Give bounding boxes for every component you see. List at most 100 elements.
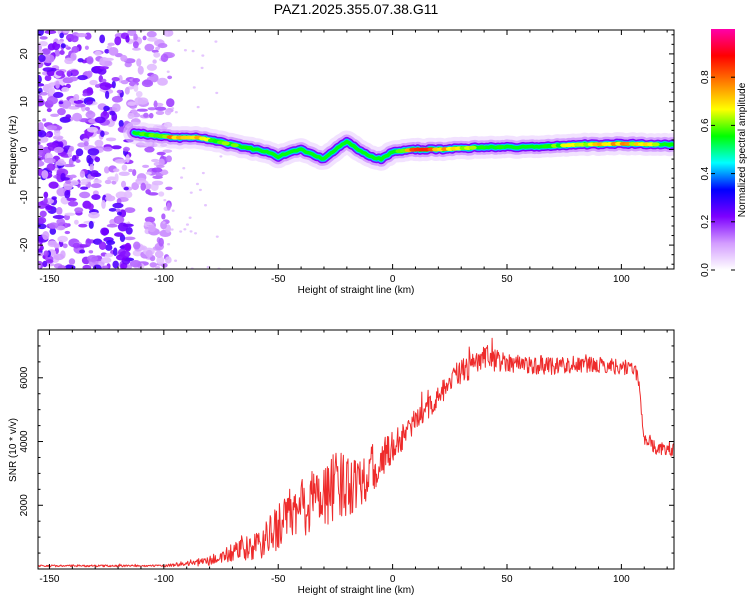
spectrogram-noise-cell xyxy=(43,191,49,199)
snr-x-tick-label: 100 xyxy=(613,574,630,585)
spectrogram-noise-cell xyxy=(123,236,136,241)
spectrogram-noise-cell xyxy=(45,205,53,210)
spectrogram-noise-cell xyxy=(86,154,92,164)
spectrogram-noise-cell xyxy=(147,224,156,233)
spectrogram-noise-cell xyxy=(53,243,61,249)
spectrogram-noise-cell xyxy=(219,155,223,158)
spectrogram-noise-cell xyxy=(200,66,204,70)
spectrogram-noise-cell xyxy=(63,163,76,168)
spectrogram-noise-cell xyxy=(157,43,168,49)
spectrogram-noise-cell xyxy=(98,241,107,250)
spectrogram-noise-cell xyxy=(38,141,41,145)
spectrogram-noise-cell xyxy=(104,60,113,67)
spectrogram-noise-cell xyxy=(113,215,125,225)
spectrogram-noise-cell xyxy=(143,221,153,226)
spectrogram-noise-cell xyxy=(116,211,122,216)
spectrogram-noise-cell xyxy=(146,63,158,71)
spectrogram-noise-cell xyxy=(83,141,89,147)
spectrogram-noise-cell xyxy=(55,70,65,76)
spectrogram-noise-cell xyxy=(177,39,181,42)
spectrogram-noise-cell xyxy=(39,36,48,40)
spectrogram-noise-cell xyxy=(87,148,100,156)
spectrogram-noise-cell xyxy=(157,77,168,86)
spectrogram-noise-cell xyxy=(38,156,44,162)
spectrogram-noise-cell xyxy=(192,86,196,89)
spectrogram-noise-cell xyxy=(158,237,164,247)
spectrogram-noise-cell xyxy=(38,136,49,143)
spectrogram-noise-cell xyxy=(38,252,44,257)
spectrogram-noise-cell xyxy=(154,250,164,259)
spectrogram-noise-cell xyxy=(123,146,130,152)
spectrogram-ridge-peak xyxy=(230,143,239,148)
spectrogram-noise-cell xyxy=(42,231,50,240)
spectrogram-noise-cell xyxy=(48,86,55,96)
spectrogram-noise-cell xyxy=(124,242,132,252)
spectrogram-noise-cell xyxy=(79,170,85,178)
spectrogram-noise-cell xyxy=(88,220,94,229)
spectrogram-noise-cell xyxy=(87,126,99,133)
spectrogram-noise-cell xyxy=(160,53,169,63)
spectrogram-ridge xyxy=(123,121,674,171)
spectrogram-noise-cell xyxy=(75,33,88,38)
spectrogram-noise-cell xyxy=(149,262,157,268)
spectrogram-noise-cell xyxy=(101,78,107,83)
spectrogram-noise-cell xyxy=(114,232,124,237)
spectrogram-noise-cell xyxy=(166,202,171,211)
spectrogram-noise-cell xyxy=(51,196,57,200)
spectrogram-noise-cell xyxy=(38,98,45,107)
spectrogram-noise-cell xyxy=(142,164,150,169)
spectrogram-noise-cell xyxy=(161,213,166,220)
spectrogram-noise-cell xyxy=(120,80,129,85)
spectrogram-noise-cell xyxy=(38,41,48,47)
spectrogram-noise-cell xyxy=(87,203,94,211)
spectrogram-noise-cell xyxy=(53,253,65,261)
spectrogram-noise-cell xyxy=(100,227,110,236)
spectrogram-noise-cell xyxy=(38,149,46,156)
spectrogram-noise-cell xyxy=(99,82,112,91)
spectrogram-noise-cell xyxy=(118,171,130,177)
colorbar-tick-label: 0.0 xyxy=(700,263,711,277)
spectrogram-noise-cell xyxy=(38,216,47,224)
spectrogram-noise-cell xyxy=(80,178,92,183)
spectrogram-noise-cell xyxy=(41,48,51,55)
spectrogram-noise-cell xyxy=(103,146,113,152)
spectrogram-noise-cell xyxy=(127,101,137,106)
snr-x-tick-label: -50 xyxy=(271,574,286,585)
spectrogram-noise-cell xyxy=(214,40,218,43)
spectrogram-noise-cell xyxy=(94,116,106,124)
spectrogram-noise-cell xyxy=(151,158,160,163)
spectrogram-noise-cell xyxy=(77,58,84,63)
spectrogram-noise-cell xyxy=(43,157,56,164)
spectrogram-noise-cell xyxy=(121,164,128,171)
spectrogram-noise-cell xyxy=(46,108,52,113)
spectrogram-noise-cell xyxy=(132,249,143,257)
spectrogram-noise-cell xyxy=(136,108,148,112)
spectrogram-noise-cell xyxy=(88,211,100,219)
snr-y-tick-label: 2000 xyxy=(19,494,30,517)
snr-y-axis: 2000 4000 6000 xyxy=(19,329,674,570)
spectrogram-noise-cell xyxy=(107,176,117,181)
spectrogram-noise-cell xyxy=(53,128,61,137)
spectrogram-y-tick-label: -10 xyxy=(19,190,30,205)
spectrogram-noise-cell xyxy=(119,250,131,258)
colorbar-axis: 0.0 0.2 0.4 0.6 0.8 xyxy=(700,70,735,277)
spectrogram-noise-cell xyxy=(179,230,183,233)
spectrogram-noise-cell xyxy=(131,182,139,191)
spectrogram-noise-cell xyxy=(100,130,105,138)
spectrogram-noise-cell xyxy=(79,181,88,185)
spectrogram-noise-cell xyxy=(140,182,146,191)
spectrogram-noise-cell xyxy=(87,110,93,115)
spectrogram-noise-cell xyxy=(108,207,117,212)
spectrogram-noise-cell xyxy=(147,192,159,196)
spectrogram-noise-cloud xyxy=(38,30,223,269)
spectrogram-noise-cell xyxy=(156,151,166,156)
spectrogram-noise-cell xyxy=(66,70,72,77)
spectrogram-noise-cell xyxy=(38,160,45,167)
spectrogram-noise-cell xyxy=(162,221,166,224)
spectrogram-noise-cell xyxy=(151,167,163,173)
spectrogram-noise-cell xyxy=(154,265,161,269)
spectrogram-noise-cell xyxy=(43,197,48,205)
spectrogram-noise-cell xyxy=(45,259,54,264)
spectrogram-noise-cell xyxy=(99,34,106,44)
spectrogram-y-tick-label: 10 xyxy=(19,96,30,108)
